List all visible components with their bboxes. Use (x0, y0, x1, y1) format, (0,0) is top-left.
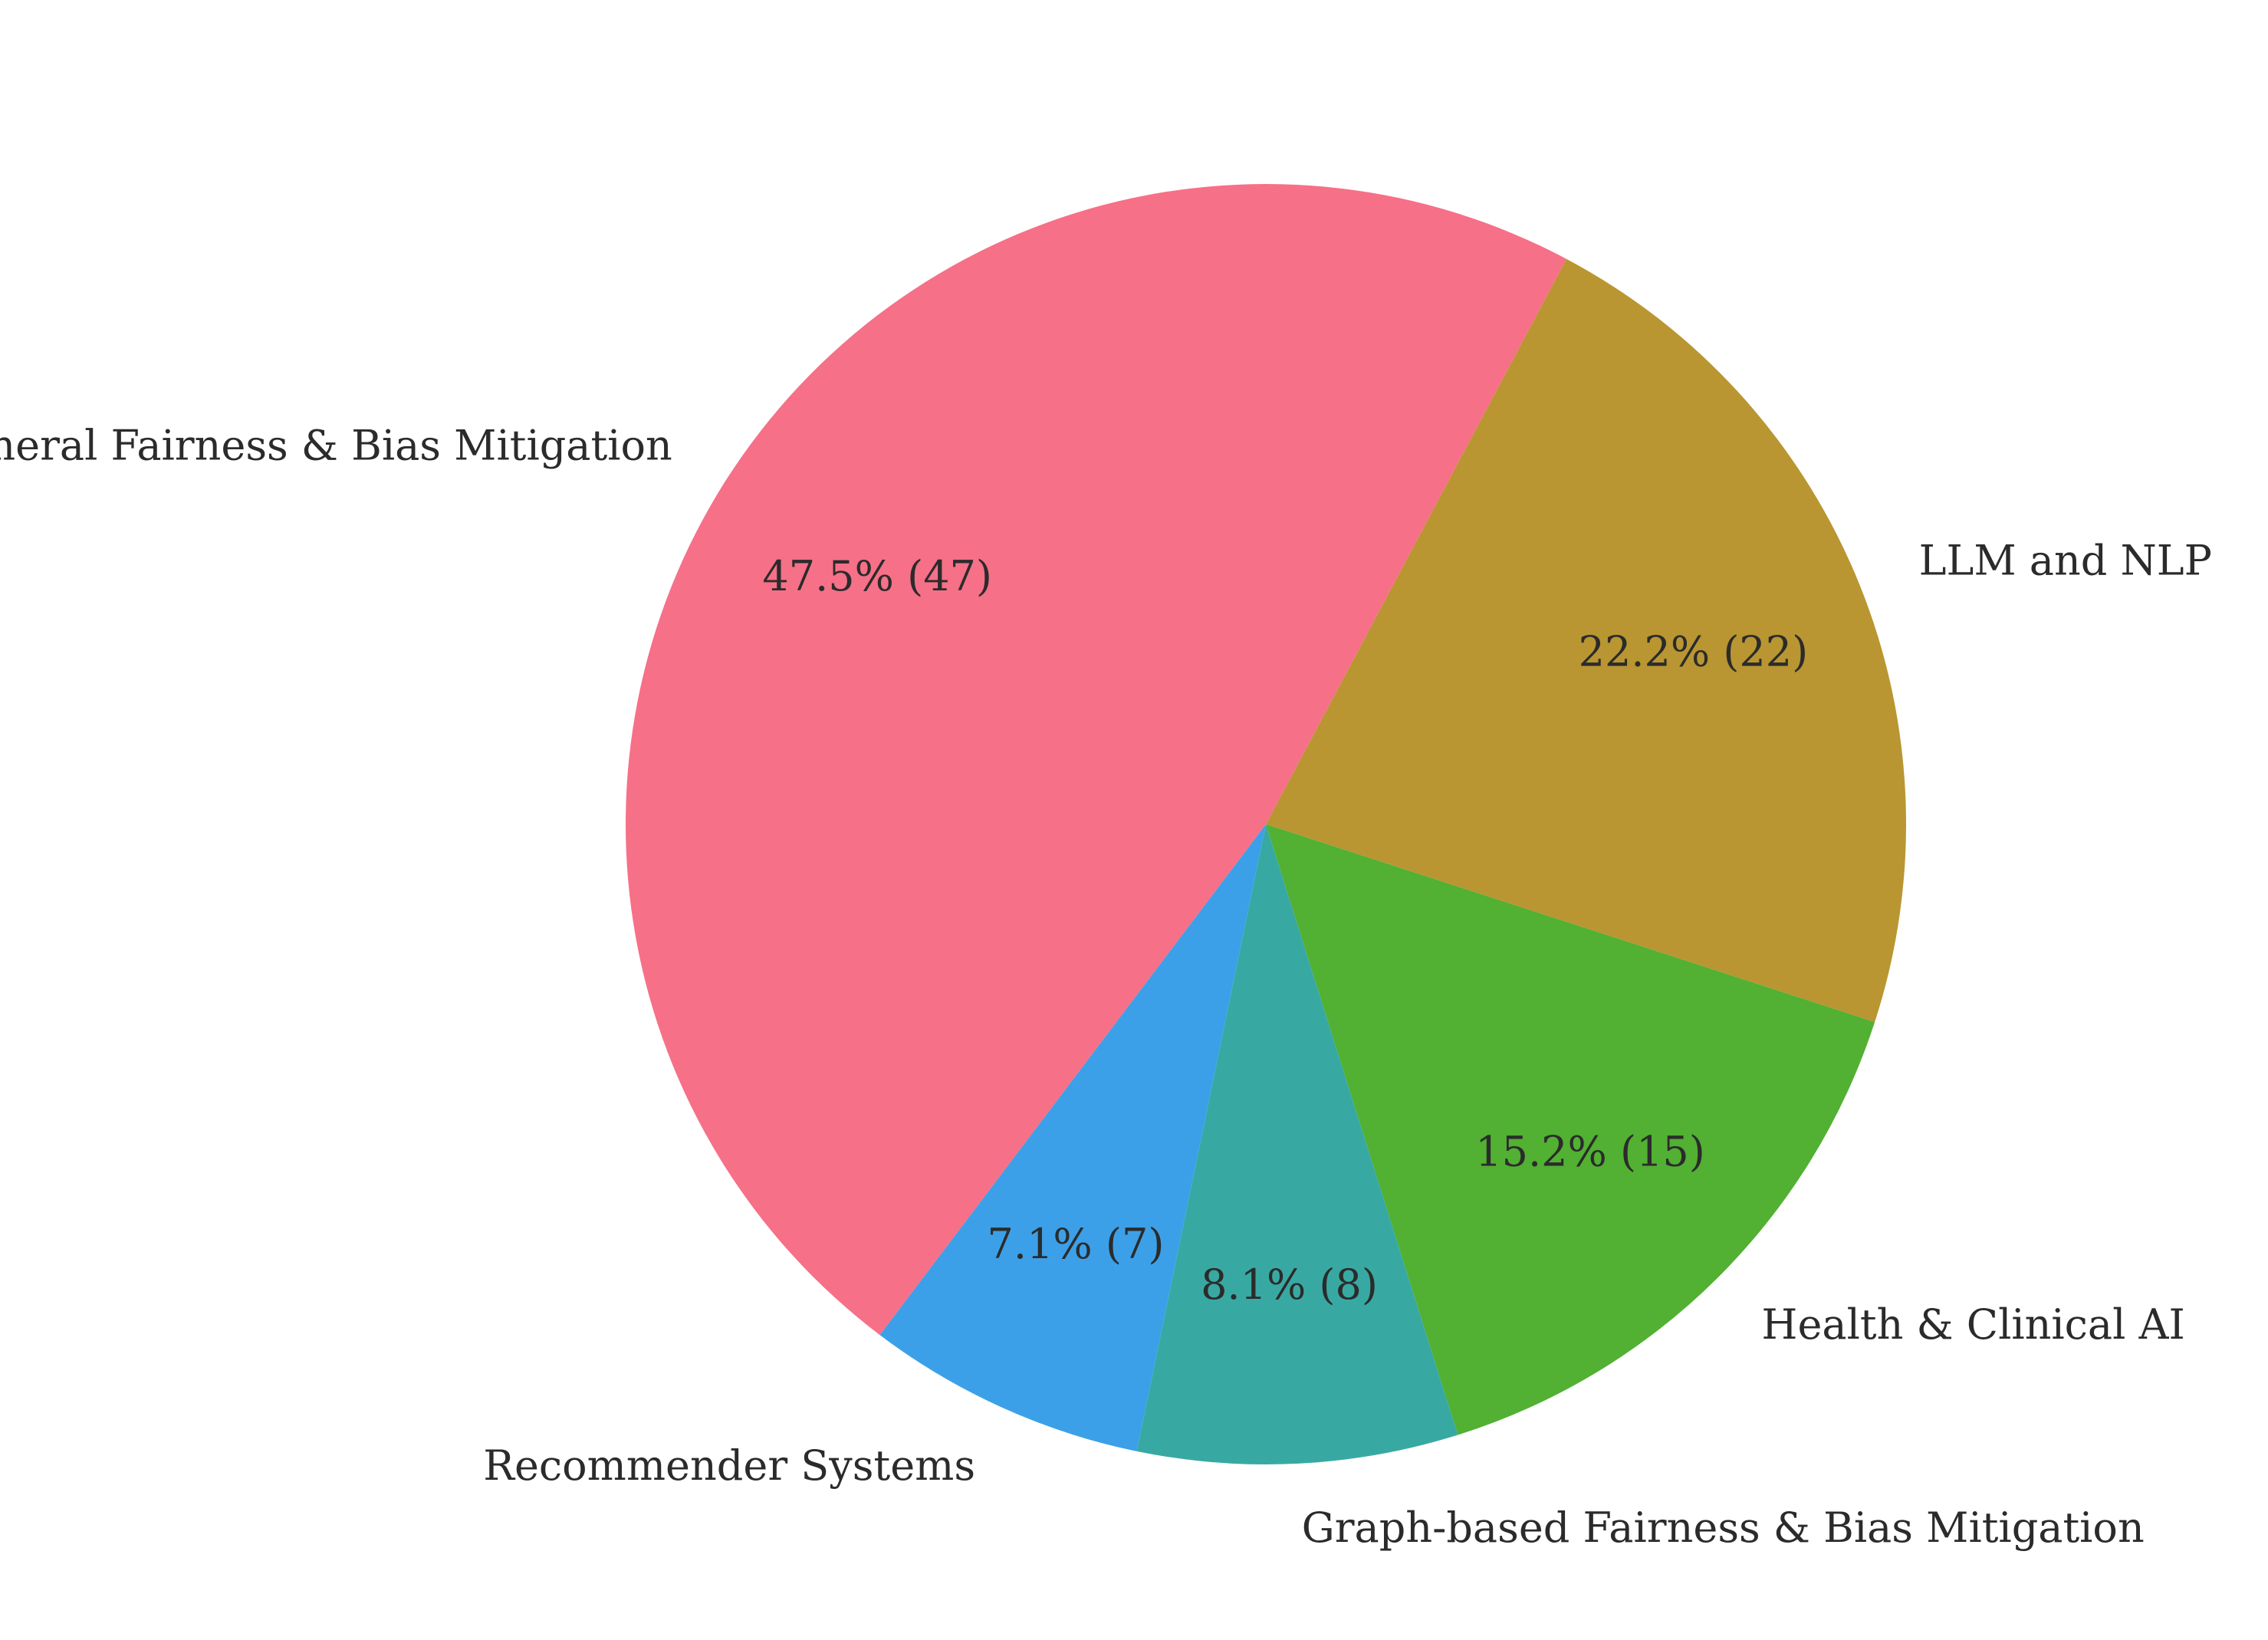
pie-slice-4 (625, 183, 1567, 1336)
slice-percent-label: 7.1% (7) (988, 1220, 1165, 1268)
slice-category-label: Graph-based Fairness & Bias Mitigation (1302, 1504, 2145, 1552)
category-labels: LLM and NLP Health & Clinical AI Graph-bas… (0, 421, 2212, 1551)
pie-slice-3 (879, 824, 1266, 1451)
slice-category-label: Health & Clinical AI (1761, 1300, 2185, 1349)
slice-percent-label: 8.1% (8) (1201, 1260, 1378, 1309)
pie-slice-1 (1266, 824, 1875, 1435)
slice-category-label: Recommender Systems (483, 1441, 975, 1490)
pie-slice-0 (1266, 258, 1906, 1023)
slice-percent-label: 15.2% (15) (1475, 1128, 1705, 1176)
slice-percent-label: 47.5% (47) (762, 552, 992, 600)
slice-category-label: General Fairness & Bias Mitigation (0, 421, 672, 469)
pie-slices (625, 183, 1906, 1464)
slice-category-label: LLM and NLP (1919, 536, 2212, 584)
slice-percent-label: 22.2% (22) (1579, 627, 1809, 675)
pie-slice-2 (1136, 824, 1458, 1464)
percent-labels: 22.2% (22) 15.2% (15) 8.1% (8) 7.1% (7) 47.5… (762, 552, 1808, 1309)
